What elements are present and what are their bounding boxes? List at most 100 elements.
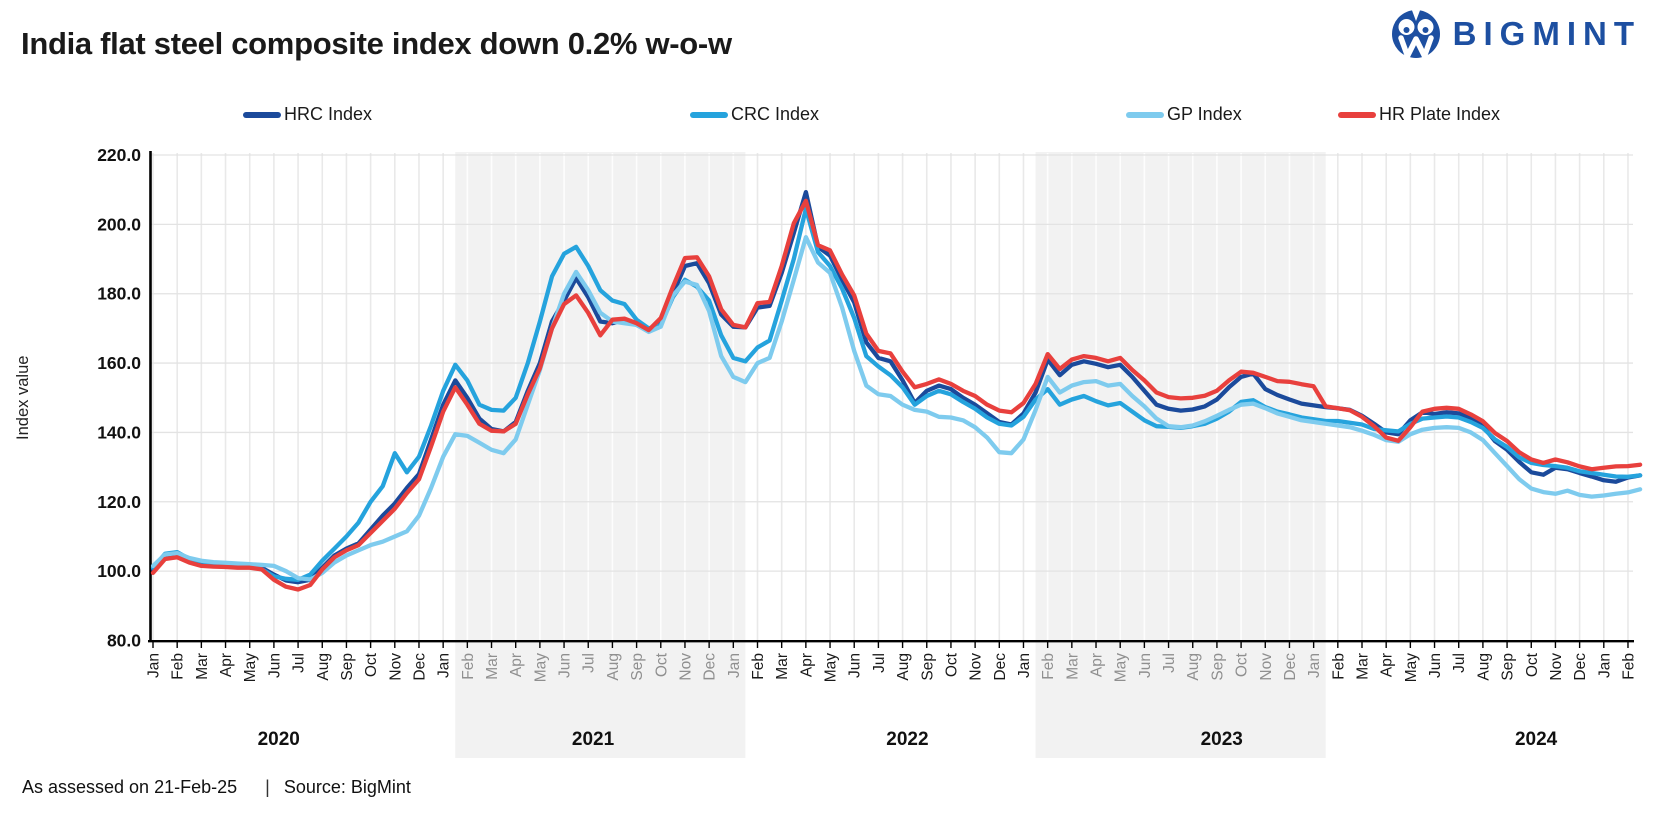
footer-separator: | bbox=[265, 777, 270, 797]
month-label: Aug bbox=[895, 653, 912, 681]
legend-label: HRC Index bbox=[284, 104, 373, 124]
month-label: Oct bbox=[1524, 652, 1541, 677]
month-label: Jun bbox=[1427, 653, 1444, 678]
month-label: Oct bbox=[653, 652, 670, 677]
month-label: Nov bbox=[968, 653, 985, 681]
line-crc-index bbox=[150, 206, 1643, 582]
month-label: May bbox=[823, 653, 840, 683]
month-label: Dec bbox=[992, 653, 1009, 681]
month-label: Feb bbox=[1040, 653, 1057, 680]
month-label: Jan bbox=[1596, 653, 1613, 678]
month-label: Oct bbox=[1234, 652, 1251, 677]
bigmint-logo-text: BIGMINT bbox=[1452, 15, 1641, 52]
x-axis-year-labels: 2020 2021 2022 2023 2024 bbox=[258, 729, 1558, 750]
month-label: Apr bbox=[1089, 653, 1106, 677]
month-label: Jan bbox=[436, 653, 453, 678]
line-hrc-index bbox=[150, 189, 1643, 585]
y-tick-label: 100.0 bbox=[97, 561, 141, 581]
month-label: Aug bbox=[1185, 653, 1202, 681]
y-tick-label: 80.0 bbox=[107, 631, 141, 651]
month-label: Sep bbox=[919, 653, 936, 681]
legend-item-gp-index: GP Index bbox=[1126, 104, 1242, 125]
month-label: Mar bbox=[774, 653, 791, 680]
year-label-2022: 2022 bbox=[886, 729, 928, 750]
month-label: May bbox=[242, 653, 259, 683]
month-label: Jul bbox=[871, 653, 888, 673]
month-label: Feb bbox=[170, 653, 187, 680]
month-label: Dec bbox=[1282, 653, 1299, 681]
month-label: Jul bbox=[581, 653, 598, 673]
month-label: Feb bbox=[1330, 653, 1347, 680]
bigmint-logo: BIGMINT bbox=[1390, 8, 1641, 60]
month-label: Sep bbox=[1500, 653, 1517, 681]
month-label: Apr bbox=[218, 653, 235, 677]
source-text: Source: BigMint bbox=[283, 777, 411, 797]
month-label: Sep bbox=[339, 653, 356, 681]
month-label: Jan bbox=[726, 653, 743, 678]
month-label: Sep bbox=[1209, 653, 1226, 681]
y-tick-label: 200.0 bbox=[97, 214, 141, 234]
month-label: Jun bbox=[557, 653, 574, 678]
month-label: Mar bbox=[484, 653, 501, 680]
year-label-2020: 2020 bbox=[258, 729, 300, 750]
x-axis-month-labels: Jan Feb Mar Apr May Jun Jul Aug Sep Oct Nov Dec Jan F… bbox=[146, 652, 1638, 682]
line-hr-plate-index bbox=[150, 198, 1643, 592]
month-label: Aug bbox=[1475, 653, 1492, 681]
month-label: Nov bbox=[1258, 653, 1275, 681]
index-chart: 80.0 100.0 120.0 140.0 160.0 180.0 200.0 220.0 I… bbox=[14, 145, 1643, 758]
legend-item-hrc-index: HRC Index bbox=[243, 104, 372, 125]
assessed-date-text: As assessed on 21-Feb-25 bbox=[22, 777, 238, 797]
month-label: Nov bbox=[677, 653, 694, 681]
vertical-gridlines bbox=[152, 153, 1629, 641]
legend-swatch bbox=[243, 111, 281, 118]
legend-swatch bbox=[1338, 111, 1376, 118]
month-label: Jan bbox=[1016, 653, 1033, 678]
legend-label: GP Index bbox=[1167, 104, 1242, 124]
month-label: Jul bbox=[1451, 653, 1468, 673]
y-tick-label: 120.0 bbox=[97, 492, 141, 512]
month-label: Aug bbox=[605, 653, 622, 681]
y-tick-label: 160.0 bbox=[97, 353, 141, 373]
month-label: Apr bbox=[508, 653, 525, 677]
bigmint-logo-icon bbox=[1391, 9, 1440, 59]
month-label: Feb bbox=[460, 653, 477, 680]
month-label: Jan bbox=[146, 653, 163, 678]
year-label-2024: 2024 bbox=[1515, 729, 1558, 750]
legend-label: HR Plate Index bbox=[1379, 104, 1501, 124]
year-label-2023: 2023 bbox=[1201, 729, 1243, 750]
month-label: Aug bbox=[315, 653, 332, 681]
legend-item-hr-plate-index: HR Plate Index bbox=[1338, 104, 1500, 125]
y-tick-label: 180.0 bbox=[97, 284, 141, 304]
year-band-2023 bbox=[1035, 152, 1326, 758]
month-label: Jan bbox=[1306, 653, 1323, 678]
footer: As assessed on 21-Feb-25 | Source: BigMint bbox=[22, 777, 411, 798]
month-label: Dec bbox=[702, 653, 719, 681]
y-axis-title: Index value bbox=[14, 356, 32, 440]
month-label: Nov bbox=[1548, 653, 1565, 681]
x-axis-ticks bbox=[152, 641, 1629, 648]
month-label: Jun bbox=[847, 653, 864, 678]
legend-label: CRC Index bbox=[731, 104, 820, 124]
legend-swatch bbox=[1126, 111, 1164, 118]
month-label: May bbox=[1113, 653, 1130, 683]
month-label: Sep bbox=[629, 653, 646, 681]
month-label: Mar bbox=[1064, 653, 1081, 680]
month-label: May bbox=[1403, 653, 1420, 683]
month-label: Oct bbox=[363, 652, 380, 677]
month-label: Mar bbox=[1355, 653, 1372, 680]
legend-item-crc-index: CRC Index bbox=[690, 104, 819, 125]
month-label: Dec bbox=[411, 653, 428, 681]
month-label: Mar bbox=[194, 653, 211, 680]
month-label: Jul bbox=[291, 653, 308, 673]
year-label-2021: 2021 bbox=[572, 729, 615, 750]
legend-swatch bbox=[690, 111, 728, 118]
series-lines bbox=[150, 189, 1643, 592]
page-title: India flat steel composite index down 0.… bbox=[21, 26, 732, 61]
month-label: Feb bbox=[1620, 653, 1637, 680]
month-label: Jun bbox=[266, 653, 283, 678]
month-label: May bbox=[532, 653, 549, 683]
month-label: Oct bbox=[943, 652, 960, 677]
y-axis-labels: 80.0 100.0 120.0 140.0 160.0 180.0 200.0 220.0 bbox=[97, 145, 141, 651]
month-label: Apr bbox=[1379, 653, 1396, 677]
